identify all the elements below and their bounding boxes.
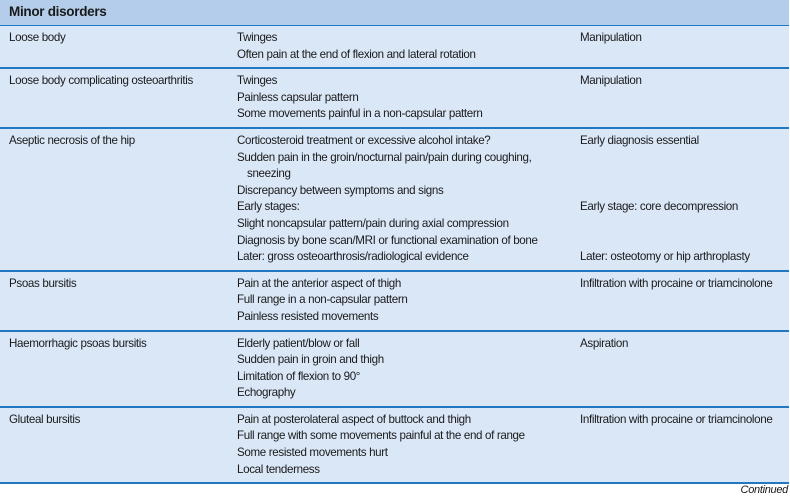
findings-cell: Pain at posterolateral aspect of buttock… xyxy=(237,412,580,478)
finding-line: Sudden pain in groin and thigh xyxy=(237,353,384,367)
treatment-cell: Early diagnosis essential Early stage: co… xyxy=(580,133,789,266)
treatment-line xyxy=(580,428,789,445)
findings-cell: Pain at the anterior aspect of thigh Full… xyxy=(237,276,580,326)
treatment-line xyxy=(580,90,789,107)
finding-line: Elderly patient/blow or fall xyxy=(237,336,360,350)
treatment-line: Aspiration xyxy=(580,336,629,350)
treatment-line xyxy=(580,150,789,167)
treatment-line xyxy=(580,106,789,123)
finding-line: Later: gross osteoarthrosis/radiological… xyxy=(237,250,469,264)
treatment-cell: Manipulation xyxy=(580,73,789,123)
treatment-line: Early diagnosis essential xyxy=(580,133,699,147)
finding-line: Echography xyxy=(237,386,296,400)
treatment-line xyxy=(580,352,789,369)
finding-line: Corticosteroid treatment or excessive al… xyxy=(237,133,491,147)
treatment-line xyxy=(580,445,789,462)
treatment-line: Later: osteotomy or hip arthroplasty xyxy=(580,250,750,264)
treatment-line xyxy=(580,166,789,183)
table-row: Haemorrhagic psoas bursitis Elderly patie… xyxy=(0,329,789,406)
finding-line: Twinges xyxy=(237,31,278,44)
treatment-line xyxy=(580,385,789,402)
treatment-cell: Infiltration with procaine or triamcinol… xyxy=(580,412,789,478)
finding-line: Discrepancy between symptoms and signs xyxy=(237,183,444,197)
treatment-line xyxy=(580,183,789,200)
treatment-line xyxy=(580,309,789,326)
treatment-cell: Infiltration with procaine or triamcinol… xyxy=(580,276,789,326)
finding-line: Often pain at the end of flexion and lat… xyxy=(237,47,476,61)
finding-line: Full range with some movements painful a… xyxy=(237,429,525,443)
minor-disorders-table: Minor disorders Loose body Twinges Often p… xyxy=(0,0,789,485)
finding-line: Diagnosis by bone scan/MRI or functional… xyxy=(237,233,538,247)
finding-line: Sudden pain in the groin/nocturnal pain/… xyxy=(237,150,532,164)
finding-line: sneezing xyxy=(247,167,291,181)
findings-cell: Elderly patient/blow or fall Sudden pain … xyxy=(237,336,580,402)
treatment-line xyxy=(580,462,789,479)
treatment-line xyxy=(580,47,789,64)
continued-note: Continued xyxy=(740,484,789,496)
treatment-line: Manipulation xyxy=(580,74,642,88)
treatment-line: Infiltration with procaine or triamcinol… xyxy=(580,276,773,290)
finding-line: Full range in a non-capsular pattern xyxy=(237,293,408,307)
condition-cell: Gluteal bursitis xyxy=(9,412,81,426)
finding-line: Twinges xyxy=(237,74,278,88)
table-row: Gluteal bursitis Pain at posterolateral a… xyxy=(0,405,789,482)
condition-cell: Loose body xyxy=(9,31,66,44)
finding-line: Limitation of flexion to 90° xyxy=(237,369,361,383)
treatment-cell: Manipulation xyxy=(580,30,789,63)
finding-line: Pain at the anterior aspect of thigh xyxy=(237,276,401,290)
table-row: Loose body Twinges Often pain at the end o… xyxy=(0,26,789,67)
treatment-line xyxy=(580,216,789,233)
treatment-line: Early stage: core decompression xyxy=(580,200,738,214)
table-section-header: Minor disorders xyxy=(0,0,789,26)
condition-cell: Aseptic necrosis of the hip xyxy=(9,133,135,147)
table-row: Aseptic necrosis of the hip Corticosteroi… xyxy=(0,126,789,270)
treatment-cell: Aspiration xyxy=(580,336,789,402)
finding-line: Slight noncapsular pattern/pain during a… xyxy=(237,216,509,230)
finding-line: Pain at posterolateral aspect of buttock… xyxy=(237,412,471,426)
table-row: Psoas bursitis Pain at the anterior aspec… xyxy=(0,269,789,330)
finding-line: Some resisted movements hurt xyxy=(237,446,388,460)
condition-cell: Haemorrhagic psoas bursitis xyxy=(9,336,147,350)
table-row: Loose body complicating osteoarthritis Tw… xyxy=(0,67,789,127)
treatment-line xyxy=(580,233,789,250)
condition-cell: Psoas bursitis xyxy=(9,276,77,290)
findings-cell: Twinges Often pain at the end of flexion … xyxy=(237,30,580,63)
finding-line: Early stages: xyxy=(237,200,300,214)
finding-line: Some movements painful in a non-capsular… xyxy=(237,107,483,121)
finding-line: Painless capsular pattern xyxy=(237,90,359,104)
treatment-line: Manipulation xyxy=(580,31,642,44)
finding-line: Local tenderness xyxy=(237,462,320,476)
treatment-line xyxy=(580,369,789,386)
treatment-line: Infiltration with procaine or triamcinol… xyxy=(580,412,773,426)
findings-cell: Corticosteroid treatment or excessive al… xyxy=(237,133,580,266)
treatment-line xyxy=(580,292,789,309)
finding-line: Painless resisted movements xyxy=(237,309,379,323)
findings-cell: Twinges Painless capsular pattern Some mov… xyxy=(237,73,580,123)
condition-cell: Loose body complicating osteoarthritis xyxy=(9,74,193,88)
